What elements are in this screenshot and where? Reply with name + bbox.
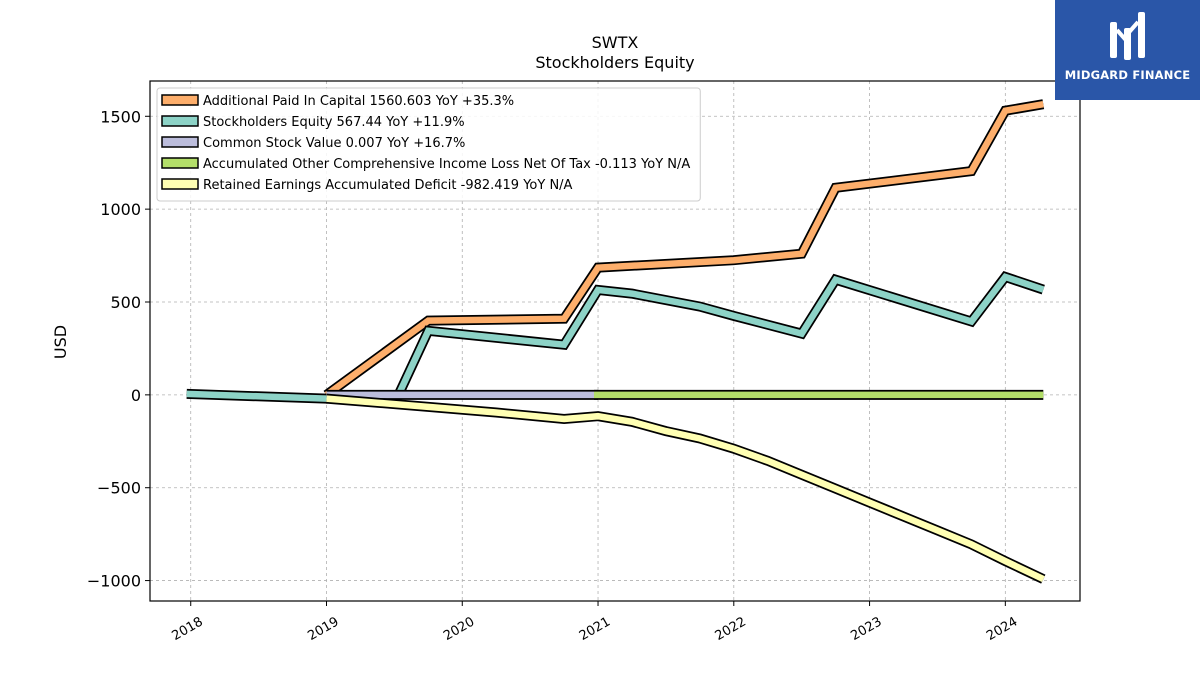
y-axis-label: USD [51,325,70,359]
series-line-outline [186,271,1045,404]
legend-label: Retained Earnings Accumulated Deficit -9… [203,178,573,193]
x-tick-label: 2018 [170,614,206,644]
chart-subtitle: Stockholders Equity [535,53,694,72]
series-layer [186,99,1046,584]
x-tick-label: 2020 [441,614,477,644]
series-line [186,273,1045,402]
legend-swatch [161,115,199,127]
legend: Additional Paid In Capital 1560.603 YoY … [156,87,701,202]
x-axis: 2018 2019 2020 2021 2022 2023 2024 [170,601,1020,644]
chart-title: SWTX [592,33,639,52]
brand-name: MIDGARD FINANCE [1064,68,1191,82]
x-tick-label: 2023 [848,614,884,644]
x-tick-label: 2019 [305,614,341,644]
legend-box [156,87,701,202]
y-tick-label: 0 [131,386,141,405]
legend-swatch [161,94,199,106]
plot-frame [149,80,1081,602]
legend-swatch [161,178,199,190]
legend-label: Common Stock Value 0.007 YoY +16.7% [203,136,465,151]
y-tick-label: 1500 [100,107,141,126]
series-line-outline [326,393,1046,584]
legend-label: Stockholders Equity 567.44 YoY +11.9% [203,115,465,130]
y-tick-label: 500 [110,293,141,312]
x-tick-label: 2021 [577,614,613,644]
midgard-logo-icon [1110,12,1145,60]
series-0 [323,99,1045,399]
legend-label: Accumulated Other Comprehensive Income L… [203,157,690,172]
legend-swatch [161,157,199,169]
x-tick-label: 2022 [713,614,749,644]
y-axis: −1000 −500 0 500 1000 1500 [87,107,150,591]
series-line [324,100,1044,398]
legend-label: Additional Paid In Capital 1560.603 YoY … [203,94,514,109]
y-tick-label: 1000 [100,200,141,219]
legend-swatch [161,136,199,148]
series-1 [186,271,1045,404]
series-line [326,395,1045,583]
series-4 [326,393,1046,584]
x-tick-label: 2024 [984,614,1020,644]
y-tick-label: −1000 [87,572,141,591]
brand-logo: MIDGARD FINANCE [1055,0,1200,100]
y-tick-label: −500 [97,479,141,498]
